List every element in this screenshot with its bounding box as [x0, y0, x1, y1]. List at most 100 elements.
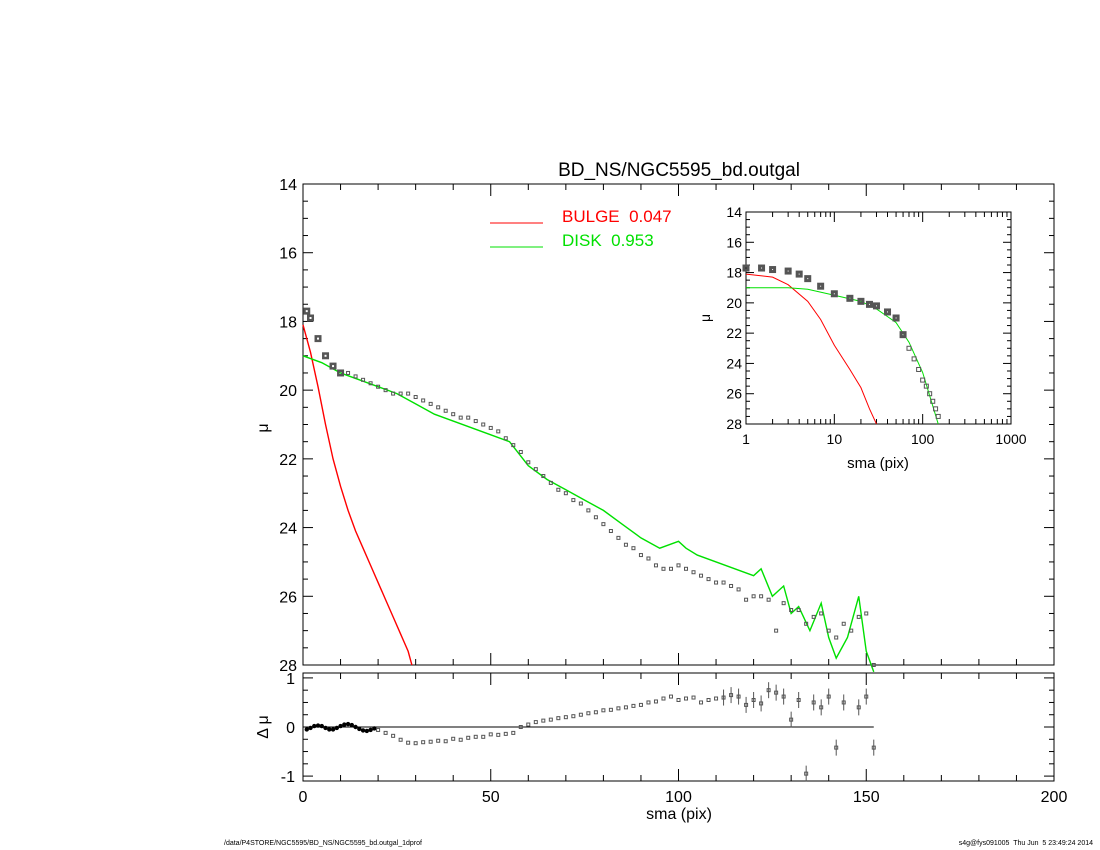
data-point — [804, 621, 809, 626]
inset-data-point — [804, 275, 812, 283]
residual-point — [856, 705, 861, 710]
residual-point — [541, 718, 546, 723]
residual-point — [413, 741, 418, 746]
data-point — [871, 663, 876, 667]
data-point — [571, 498, 576, 503]
residual-point — [789, 717, 794, 722]
residual-point — [796, 698, 801, 702]
inset-bulge-line — [745, 273, 877, 425]
residual-point — [391, 733, 396, 738]
residual-point — [345, 721, 351, 727]
residual-point — [398, 737, 403, 742]
inset-y-tick-label: 26 — [726, 386, 742, 402]
residual-point — [353, 724, 358, 730]
data-point — [322, 352, 330, 360]
residual-point — [811, 700, 816, 705]
residual-point — [360, 728, 366, 733]
data-point — [646, 556, 651, 561]
residual-point — [349, 722, 355, 728]
inset-panel-background — [746, 212, 1011, 424]
residual-point — [638, 702, 643, 707]
inset-data-point — [930, 398, 936, 404]
residual-point — [623, 705, 628, 710]
footer-file-path: /data/P4STORE/NGC5595/BD_NS/NGC5595_bd.o… — [224, 840, 422, 847]
data-point — [383, 388, 388, 393]
residual-point — [526, 722, 531, 727]
data-point — [684, 566, 689, 571]
legend-disk-label: DISK 0.953 — [562, 231, 654, 250]
data-point — [303, 307, 311, 315]
data-point — [586, 508, 591, 513]
inset-data-point — [935, 413, 941, 419]
data-point — [398, 391, 403, 396]
inset-x-tick-label: 100 — [911, 431, 935, 447]
data-point — [518, 449, 523, 454]
inset-data-point — [865, 300, 873, 308]
residual-point — [315, 723, 321, 728]
residual-point — [330, 727, 336, 732]
data-point — [451, 412, 456, 417]
data-point — [488, 425, 493, 430]
data-point — [841, 621, 846, 626]
data-point — [759, 594, 764, 599]
data-point — [834, 635, 839, 640]
residual-point — [668, 694, 673, 699]
data-point — [368, 381, 373, 386]
data-point — [473, 419, 478, 424]
x-tick-label: 0 — [299, 789, 308, 806]
data-point — [623, 542, 628, 547]
residual-point — [819, 705, 824, 710]
data-point — [466, 415, 471, 420]
inset-y-tick-label: 18 — [726, 265, 742, 281]
residual-point — [327, 727, 332, 732]
residual-point — [518, 725, 523, 729]
residual-point — [571, 714, 576, 719]
residual-point — [372, 726, 377, 731]
inset-x-tick-label: 10 — [827, 431, 843, 447]
residual-point — [616, 706, 621, 711]
data-point — [751, 594, 756, 599]
data-point — [616, 535, 621, 540]
residual-point — [699, 700, 704, 705]
residual-point — [804, 771, 809, 776]
inset-data-point — [933, 406, 939, 412]
y-tick-label: 16 — [279, 246, 297, 263]
y-tick-label: 14 — [279, 177, 297, 194]
data-point — [653, 563, 658, 568]
y-tick-label: 28 — [279, 658, 297, 675]
residual-point — [308, 725, 313, 731]
data-point — [503, 436, 508, 441]
residual-point — [376, 727, 381, 732]
residual-y-axis-label: Δ μ — [255, 715, 272, 738]
data-point — [376, 384, 381, 389]
inset-y-tick-label: 14 — [726, 204, 742, 220]
data-point — [676, 563, 681, 568]
residual-point — [496, 732, 501, 737]
residual-point — [646, 700, 651, 705]
legend: BULGE 0.047 DISK 0.953 — [490, 207, 672, 250]
data-point — [413, 395, 418, 400]
residual-point — [458, 737, 463, 742]
residual-point — [312, 723, 317, 729]
inset-data-point — [784, 267, 792, 275]
data-point — [526, 460, 531, 465]
main-y-axis-label: μ — [255, 423, 272, 432]
residual-point — [766, 688, 771, 693]
residual-point — [684, 696, 689, 701]
data-point — [421, 398, 426, 403]
data-point — [346, 370, 351, 375]
inset-ticks: 14 16 18 20 22 24 26 281 10 100 1000 — [726, 204, 1026, 447]
bulge-line — [302, 324, 413, 666]
inset-y-tick-label: 20 — [726, 295, 742, 311]
y-tick-label: 20 — [279, 383, 297, 400]
residual-point — [451, 736, 456, 741]
disk-line — [302, 355, 875, 673]
data-point — [556, 487, 561, 492]
residual-point — [421, 740, 426, 745]
data-point — [856, 614, 861, 619]
data-point — [563, 491, 568, 496]
inset-data-point — [742, 264, 750, 272]
inset-data-point — [916, 366, 922, 372]
inset-data-point — [892, 314, 900, 322]
